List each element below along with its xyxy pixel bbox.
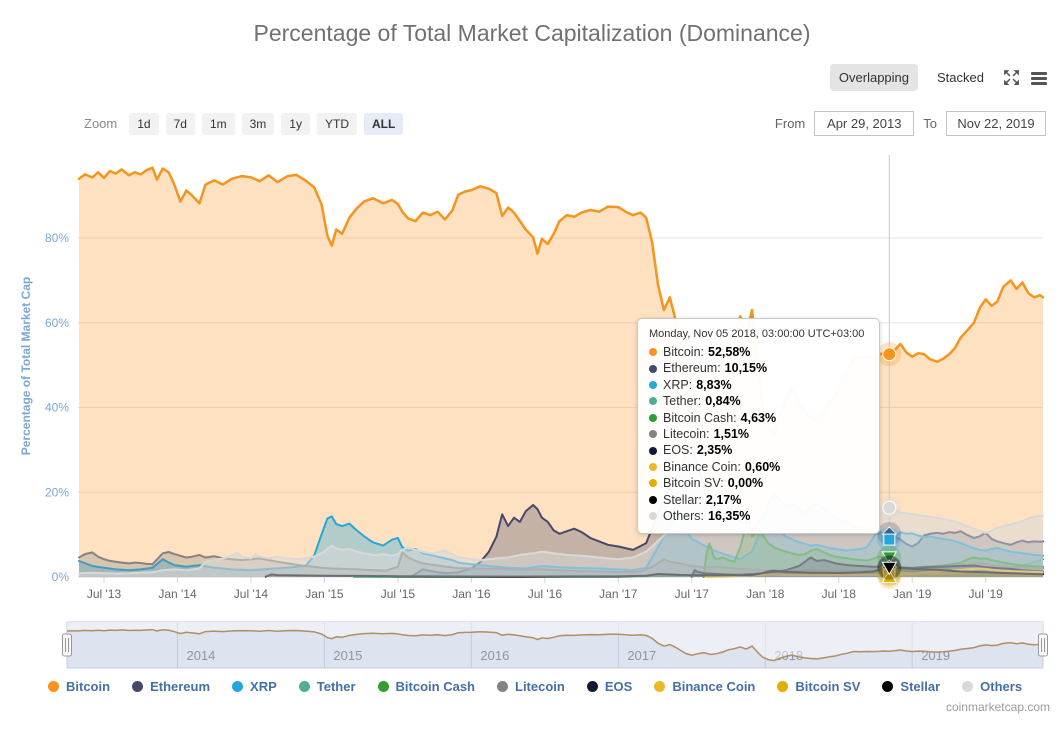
date-range: From To xyxy=(775,111,1046,136)
legend-item-litecoin[interactable]: Litecoin xyxy=(497,679,565,694)
line-others xyxy=(78,489,1044,575)
zoom-all-button[interactable]: ALL xyxy=(363,112,404,135)
x-axis-tick-label: Jul '15 xyxy=(381,587,416,601)
marker-bitcoin-sv xyxy=(881,569,898,583)
x-axis-tick-label: Jul '16 xyxy=(528,587,563,601)
legend-item-ethereum[interactable]: Ethereum xyxy=(132,679,210,694)
navigator-year-label: 2016 xyxy=(480,648,509,663)
to-date-input[interactable] xyxy=(946,111,1046,136)
from-date-input[interactable] xyxy=(814,111,915,136)
zoom-7d-button[interactable]: 7d xyxy=(165,112,195,135)
x-axis-tick-label: Jan '17 xyxy=(599,587,638,601)
zoom-3m-button[interactable]: 3m xyxy=(241,112,275,135)
zoom-buttons: 1d 7d 1m 3m 1y YTD ALL xyxy=(129,112,404,135)
legend-item-others[interactable]: Others xyxy=(962,679,1022,694)
marker-stellar xyxy=(881,561,898,576)
marker-xrp xyxy=(883,533,896,546)
navigator-year-label: 2014 xyxy=(186,648,215,663)
page-title: Percentage of Total Market Capitalizatio… xyxy=(253,20,811,46)
legend-dot xyxy=(586,681,598,692)
y-axis-tick-label: 20% xyxy=(45,485,69,499)
overlapping-button[interactable]: Overlapping xyxy=(829,64,919,91)
zoom-1m-button[interactable]: 1m xyxy=(201,112,235,135)
navigator-year-label: 2017 xyxy=(627,648,656,663)
legend-item-binance-coin[interactable]: Binance Coin xyxy=(654,679,755,694)
watermark: coinmarketcap.com xyxy=(945,700,1050,714)
range-navigator[interactable]: 2014 2015 2016 2017 2018 2019 xyxy=(0,615,1064,675)
legend-item-bitcoin-sv[interactable]: Bitcoin SV xyxy=(777,679,860,694)
legend-item-bitcoin[interactable]: Bitcoin xyxy=(48,679,110,694)
y-axis-tick-label: 60% xyxy=(45,316,69,330)
x-axis-tick-label: Jan '18 xyxy=(746,587,785,601)
y-axis-title: Percentage of Total Market Cap xyxy=(19,277,33,456)
navigator-year-label: 2015 xyxy=(333,648,362,663)
legend-item-tether[interactable]: Tether xyxy=(298,679,356,694)
legend-dot xyxy=(777,681,789,692)
navigator-left-handle[interactable] xyxy=(62,633,72,657)
x-axis-tick-label: Jan '16 xyxy=(452,587,491,601)
x-axis-tick-label: Jan '14 xyxy=(158,587,197,601)
legend-dot xyxy=(377,681,389,692)
navigator-upper-fill xyxy=(67,622,1043,661)
marker-others xyxy=(882,500,897,515)
zoom-row: Zoom 1d 7d 1m 3m 1y YTD ALL From To xyxy=(84,111,1046,136)
legend-dot xyxy=(497,681,508,692)
navigator-right-handle[interactable] xyxy=(1038,633,1048,657)
navigator-series-line xyxy=(67,628,1044,662)
marker-bitcoin-cash xyxy=(881,551,898,565)
x-axis-tick-label: Jul '14 xyxy=(234,587,269,601)
y-axis-tick-label: 40% xyxy=(45,401,69,415)
legend-item-xrp[interactable]: XRP xyxy=(232,679,277,694)
y-axis-tick-label: 0% xyxy=(52,570,70,584)
fullscreen-icon[interactable] xyxy=(1003,69,1020,86)
legend-dot xyxy=(132,681,144,692)
from-label: From xyxy=(774,116,806,131)
x-axis-tick-label: Jul '19 xyxy=(969,587,1004,601)
x-axis-tick-label: Jan '15 xyxy=(305,587,344,601)
x-axis-tick-label: Jan '19 xyxy=(893,587,932,601)
to-label: To xyxy=(923,116,937,131)
stacked-button[interactable]: Stacked xyxy=(928,64,993,91)
marker-bitcoin xyxy=(882,347,897,362)
menu-icon[interactable] xyxy=(1030,70,1048,86)
dominance-area-chart[interactable]: 0% 20% 40% 60% 80% Jul '13 Jan '14 Jul '14 Jan '… xyxy=(0,145,1064,610)
legend-item-stellar[interactable]: Stellar xyxy=(882,679,940,694)
zoom-ytd-button[interactable]: YTD xyxy=(316,112,357,135)
legend-item-eos[interactable]: EOS xyxy=(586,679,632,694)
x-axis-tick-label: Jul '13 xyxy=(87,587,122,601)
chart-legend: Bitcoin Ethereum XRP Tether Bitcoin Cash Lite… xyxy=(48,679,1048,694)
legend-dot xyxy=(232,681,244,692)
zoom-label: Zoom xyxy=(84,116,118,131)
legend-dot xyxy=(962,681,974,692)
view-toggle: Overlapping Stacked xyxy=(829,64,1048,91)
zoom-1y-button[interactable]: 1y xyxy=(281,112,310,135)
legend-dot xyxy=(48,681,59,692)
legend-dot xyxy=(882,681,894,692)
legend-item-bitcoin-cash[interactable]: Bitcoin Cash xyxy=(377,679,475,694)
legend-dot xyxy=(298,681,310,692)
x-axis-tick-label: Jul '18 xyxy=(822,587,857,601)
line-bitcoin xyxy=(77,166,1045,437)
legend-dot xyxy=(654,681,666,692)
zoom-1d-button[interactable]: 1d xyxy=(129,112,159,135)
x-axis-tick-label: Jul '17 xyxy=(675,587,710,601)
y-axis-tick-label: 80% xyxy=(45,231,69,245)
